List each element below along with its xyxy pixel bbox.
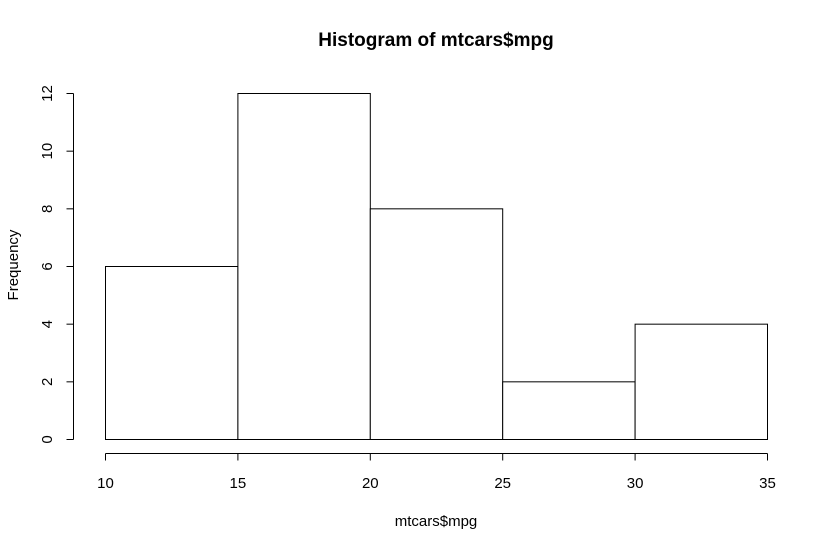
y-tick-label: 8 <box>39 205 56 213</box>
histogram-bar <box>369 208 504 440</box>
y-tick-label: 4 <box>39 320 56 328</box>
y-tick-label: 0 <box>39 435 56 443</box>
histogram-bar <box>105 266 239 440</box>
x-axis-label: mtcars$mpg <box>395 513 478 530</box>
histogram-bar <box>502 381 636 441</box>
x-tick-label: 30 <box>627 475 644 492</box>
y-axis-label: Frequency <box>5 229 22 300</box>
y-tick-label: 12 <box>39 85 56 102</box>
bars-group <box>105 93 768 441</box>
x-tick-label: 10 <box>97 475 114 492</box>
x-tick-label: 25 <box>494 475 511 492</box>
chart-title: Histogram of mtcars$mpg <box>318 30 553 51</box>
y-tick-label: 2 <box>39 378 56 386</box>
x-tick-label: 20 <box>362 475 379 492</box>
histogram-bar <box>634 323 768 440</box>
x-tick-label: 35 <box>759 475 776 492</box>
y-tick-label: 6 <box>39 262 56 270</box>
y-axis: 0 2 4 6 8 10 12 <box>39 85 74 444</box>
histogram-bar <box>237 93 371 440</box>
y-tick-label: 10 <box>39 143 56 160</box>
x-tick-label: 15 <box>230 475 247 492</box>
x-axis: 10 15 20 25 30 35 <box>97 453 776 492</box>
